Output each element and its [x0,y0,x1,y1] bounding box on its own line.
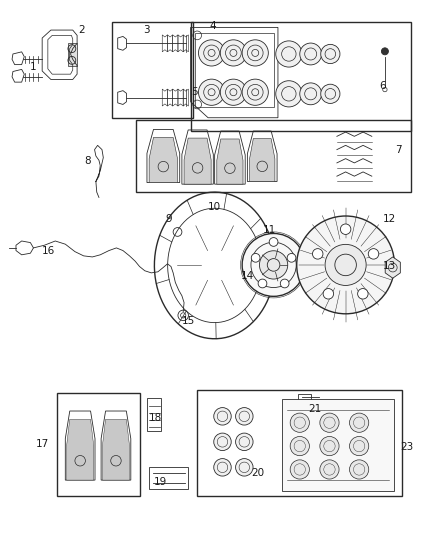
Circle shape [381,48,389,55]
Circle shape [290,460,309,479]
Circle shape [276,41,302,67]
Circle shape [290,413,309,432]
Text: 20: 20 [252,467,265,478]
Bar [136,120,411,192]
Bar [191,22,411,131]
Circle shape [259,251,288,279]
Circle shape [368,248,379,259]
Circle shape [300,83,321,105]
Bar [297,394,311,401]
Circle shape [290,437,309,456]
Bar [68,43,77,66]
Circle shape [236,458,253,476]
Circle shape [323,288,334,299]
Circle shape [320,437,339,456]
Circle shape [357,288,368,299]
Circle shape [214,458,231,476]
Bar [148,398,161,431]
Text: 21: 21 [308,404,321,414]
Circle shape [276,80,302,107]
Circle shape [251,254,260,262]
Circle shape [321,44,340,63]
Bar [195,33,274,107]
Circle shape [350,413,369,432]
Polygon shape [102,419,130,480]
Circle shape [258,279,267,288]
Bar [112,22,193,118]
Circle shape [297,216,395,314]
Circle shape [198,79,225,106]
Bar [197,390,403,496]
Text: 6: 6 [379,81,386,91]
Text: 5: 5 [192,87,198,97]
Polygon shape [149,138,177,183]
Circle shape [287,254,296,262]
Circle shape [321,84,340,103]
Text: 18: 18 [149,413,162,423]
Polygon shape [385,257,400,278]
Text: 16: 16 [42,246,55,255]
Circle shape [220,40,247,66]
Text: 9: 9 [166,214,172,224]
Bar [57,393,141,496]
Circle shape [242,233,305,296]
Text: 13: 13 [383,262,396,271]
Polygon shape [184,138,211,184]
Circle shape [350,437,369,456]
Text: 3: 3 [144,25,150,35]
Polygon shape [118,36,127,50]
Text: 12: 12 [383,214,396,224]
Circle shape [214,408,231,425]
Circle shape [300,43,321,65]
Circle shape [242,40,268,66]
Bar [283,399,394,491]
Circle shape [198,40,225,66]
Text: 2: 2 [78,25,85,35]
Text: 11: 11 [263,225,276,236]
Text: 23: 23 [400,442,413,452]
Text: 14: 14 [241,271,254,281]
Circle shape [312,248,323,259]
Circle shape [269,238,278,246]
Circle shape [236,433,253,450]
Polygon shape [118,91,127,104]
Polygon shape [12,69,24,82]
Text: 17: 17 [35,440,49,449]
Bar [149,467,188,489]
Polygon shape [250,139,275,182]
Text: 19: 19 [153,477,167,487]
Polygon shape [67,419,94,480]
Circle shape [320,413,339,432]
Text: 10: 10 [208,202,221,212]
Circle shape [242,79,268,106]
Circle shape [280,279,289,288]
Circle shape [320,460,339,479]
Circle shape [214,433,231,450]
Polygon shape [12,52,24,64]
Text: 7: 7 [395,144,401,155]
Text: 1: 1 [30,62,37,72]
Circle shape [220,79,247,106]
Circle shape [340,224,351,235]
Text: 8: 8 [85,156,92,166]
Text: 15: 15 [182,316,195,326]
Circle shape [325,244,366,286]
Polygon shape [217,139,243,184]
Circle shape [350,460,369,479]
Circle shape [236,408,253,425]
Text: 4: 4 [209,21,216,31]
